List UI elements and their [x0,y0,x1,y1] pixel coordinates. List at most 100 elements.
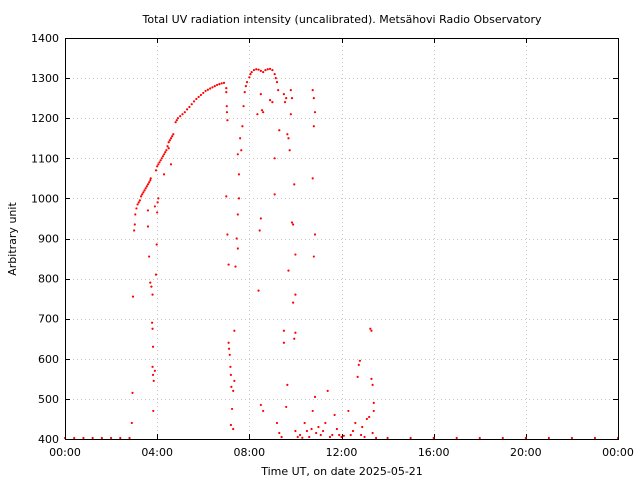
data-point [292,301,295,304]
chart-title: Total UV radiation intensity (uncalibrat… [142,13,542,26]
data-point [235,237,238,240]
data-point [155,243,158,246]
data-point [232,427,235,431]
data-point [357,363,360,366]
data-point [386,436,389,440]
data-point [162,173,166,176]
data-point [172,133,175,136]
data-point [213,85,216,88]
data-point [144,187,147,190]
data-point [229,365,232,368]
data-point [199,93,203,97]
data-point [432,436,435,440]
data-point [259,403,262,407]
data-point [227,263,230,266]
data-point [324,421,327,425]
data-point [273,72,276,76]
data-point [250,70,253,74]
data-point [282,329,285,332]
data-point [288,149,291,152]
data-point [372,401,375,405]
data-point [146,225,150,228]
data-point [347,409,350,413]
x-tick-label: 08:00 [233,446,265,459]
data-point [312,97,315,100]
data-point [277,89,280,92]
data-point [192,100,196,103]
y-axis-label: Arbitrary unit [6,202,19,276]
data-point [239,137,242,140]
data-point [146,209,150,212]
data-point [148,255,151,258]
y-tick-label: 400 [38,433,59,446]
x-tick-label: 00:00 [602,446,634,459]
data-point [478,436,481,440]
data-point [166,145,169,148]
data-point [131,391,134,394]
data-point [176,117,180,120]
data-point [258,229,261,232]
data-point [287,137,290,140]
data-point [290,97,294,100]
data-point [264,68,267,72]
data-point [321,429,325,433]
data-point [130,421,133,425]
data-point [150,321,154,324]
data-point [368,415,371,419]
data-point [142,191,145,194]
data-point [328,435,332,439]
data-point [335,427,338,431]
data-point [354,421,357,425]
data-point [174,121,177,124]
data-point [233,329,236,332]
data-point [260,109,264,112]
data-point [331,433,334,437]
data-point [134,213,137,216]
data-point [227,341,230,344]
x-tick-label: 00:00 [49,446,81,459]
y-tick-label: 900 [38,233,59,246]
data-point [226,233,229,236]
data-point [152,409,155,413]
data-point [236,247,239,250]
data-point [326,389,329,392]
data-point [290,221,294,224]
data-point [365,417,368,421]
data-point [225,87,228,90]
grid-lines [65,38,618,439]
data-point [151,373,155,376]
data-point [374,436,378,440]
data-point [146,183,150,186]
data-point [369,327,372,330]
x-tick-label: 04:00 [141,446,173,459]
data-point [266,68,269,71]
data-point [175,119,178,122]
data-point [283,101,287,104]
data-point [372,409,375,413]
data-point [351,429,355,433]
data-point [241,125,244,128]
data-point [317,425,320,429]
data-point [141,193,144,196]
data-point [160,157,163,160]
data-point [143,189,146,192]
data-point [294,293,297,296]
data-point [356,375,359,378]
data-point [237,173,241,176]
data-point [153,369,156,372]
data-point [139,195,143,198]
data-point [333,413,336,417]
data-point [294,253,297,256]
data-point [282,341,285,344]
data-point [240,149,243,152]
data-point [149,179,152,182]
data-point [133,223,136,226]
data-point [162,153,166,156]
data-point [249,72,252,76]
data-point [319,433,322,437]
data-point [232,389,235,392]
data-point [237,197,241,200]
data-point [195,97,198,101]
data-point [370,329,373,332]
data-point [225,105,228,108]
